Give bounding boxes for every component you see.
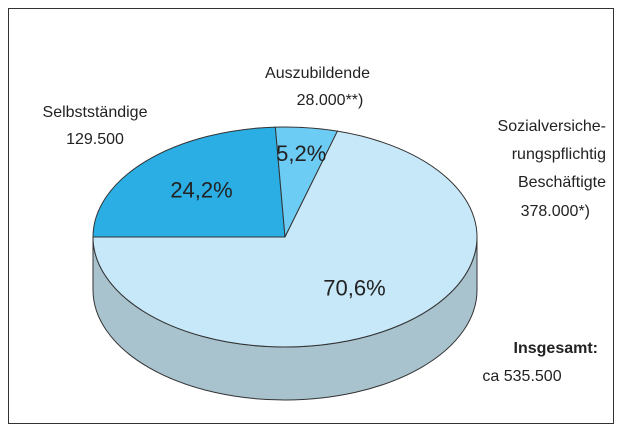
pie-slice bbox=[92, 126, 286, 238]
value-label: 70,6% bbox=[323, 275, 385, 300]
frame bbox=[8, 8, 614, 424]
category-label: Selbstständige bbox=[42, 104, 148, 121]
value-label: 24,2% bbox=[170, 177, 232, 202]
count-label: 378.000*) bbox=[520, 203, 590, 220]
value-label: 5,2% bbox=[276, 141, 326, 166]
count-label: 129.500 bbox=[66, 131, 124, 148]
total-title: Insgesamt: bbox=[513, 340, 598, 357]
category-label: Auszubildende bbox=[265, 65, 370, 82]
count-label: 28.000**) bbox=[296, 92, 364, 109]
category-label: Sozialversiche- rungspflichtig Beschäfti… bbox=[497, 118, 606, 191]
pie-slice bbox=[92, 130, 478, 348]
total-label: ca 535.500 bbox=[482, 368, 562, 385]
